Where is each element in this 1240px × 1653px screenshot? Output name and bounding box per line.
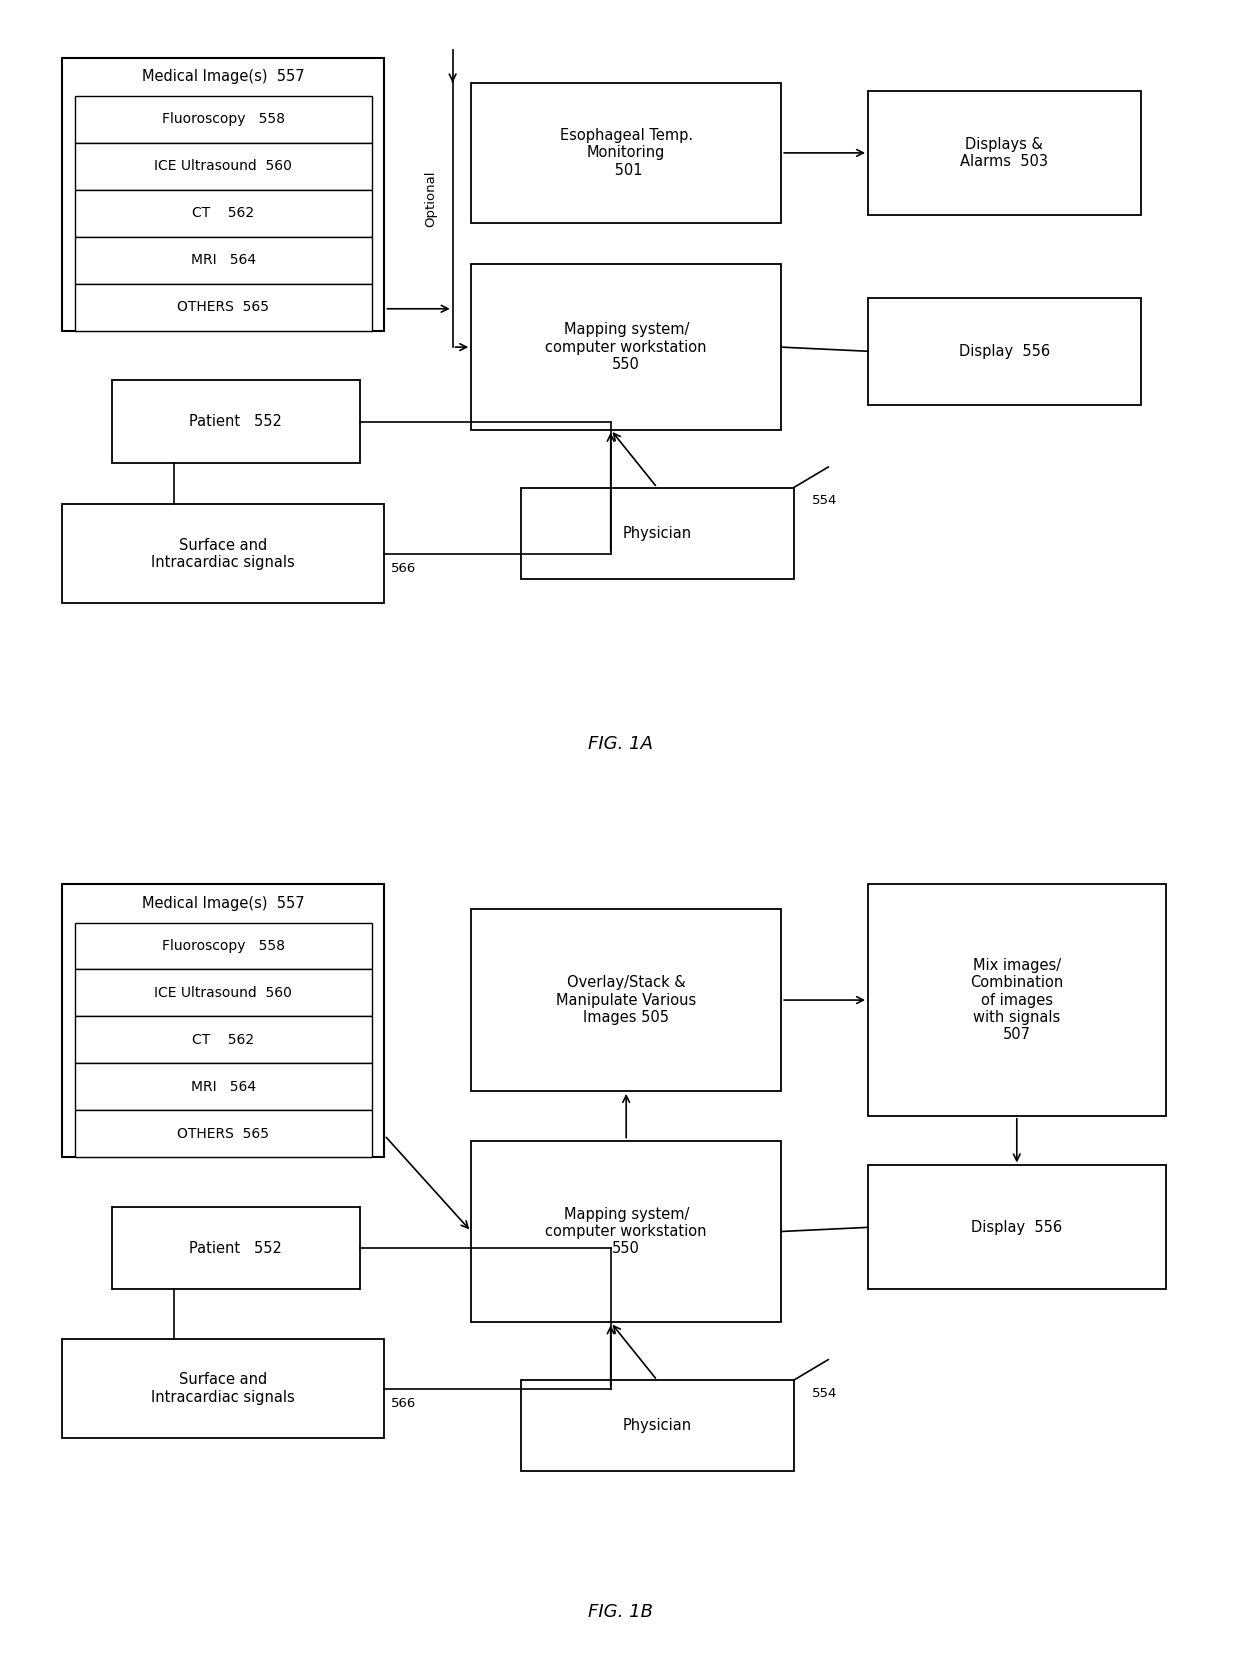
Bar bbox=[62, 504, 384, 603]
Bar bbox=[868, 884, 1166, 1116]
Bar bbox=[74, 1017, 372, 1063]
Text: CT    562: CT 562 bbox=[192, 1033, 254, 1046]
Text: Mix images/
Combination
of images
with signals
507: Mix images/ Combination of images with s… bbox=[970, 957, 1064, 1043]
Bar bbox=[62, 884, 384, 1157]
Bar bbox=[112, 1207, 360, 1289]
Text: Optional: Optional bbox=[424, 170, 436, 226]
Bar bbox=[471, 264, 781, 430]
Text: FIG. 1A: FIG. 1A bbox=[588, 736, 652, 752]
Bar bbox=[868, 298, 1141, 405]
Text: Physician: Physician bbox=[622, 1418, 692, 1433]
Bar bbox=[471, 909, 781, 1091]
Bar bbox=[74, 190, 372, 236]
Text: Medical Image(s)  557: Medical Image(s) 557 bbox=[141, 69, 305, 84]
Text: ICE Ultrasound  560: ICE Ultrasound 560 bbox=[154, 159, 293, 174]
Text: Medical Image(s)  557: Medical Image(s) 557 bbox=[141, 896, 305, 911]
Text: MRI   564: MRI 564 bbox=[191, 253, 255, 268]
Text: Esophageal Temp.
Monitoring
 501: Esophageal Temp. Monitoring 501 bbox=[559, 127, 693, 179]
Text: Surface and
Intracardiac signals: Surface and Intracardiac signals bbox=[151, 537, 295, 570]
Text: 554: 554 bbox=[812, 1387, 837, 1400]
Text: Surface and
Intracardiac signals: Surface and Intracardiac signals bbox=[151, 1372, 295, 1405]
Text: 566: 566 bbox=[391, 1397, 415, 1410]
Text: 566: 566 bbox=[391, 562, 415, 575]
Bar bbox=[62, 1339, 384, 1438]
Text: MRI   564: MRI 564 bbox=[191, 1079, 255, 1094]
Text: Patient   552: Patient 552 bbox=[190, 413, 281, 430]
Bar bbox=[74, 96, 372, 142]
Bar bbox=[74, 236, 372, 284]
Text: CT    562: CT 562 bbox=[192, 207, 254, 220]
Bar bbox=[471, 1141, 781, 1322]
Text: OTHERS  565: OTHERS 565 bbox=[177, 1127, 269, 1141]
Bar bbox=[868, 91, 1141, 215]
Bar bbox=[521, 1380, 794, 1471]
Text: Overlay/Stack &
Manipulate Various
Images 505: Overlay/Stack & Manipulate Various Image… bbox=[556, 975, 697, 1025]
Bar bbox=[521, 488, 794, 579]
Text: OTHERS  565: OTHERS 565 bbox=[177, 301, 269, 314]
Bar bbox=[74, 969, 372, 1017]
Text: Fluoroscopy   558: Fluoroscopy 558 bbox=[161, 939, 285, 954]
Bar bbox=[74, 1111, 372, 1157]
Bar bbox=[62, 58, 384, 331]
Bar bbox=[74, 922, 372, 969]
Text: Mapping system/
computer workstation
550: Mapping system/ computer workstation 550 bbox=[546, 1207, 707, 1256]
Bar bbox=[74, 284, 372, 331]
Bar bbox=[74, 1063, 372, 1111]
Bar bbox=[868, 1165, 1166, 1289]
Text: FIG. 1B: FIG. 1B bbox=[588, 1603, 652, 1620]
Bar bbox=[112, 380, 360, 463]
Text: Displays &
Alarms  503: Displays & Alarms 503 bbox=[961, 137, 1048, 169]
Text: Display  556: Display 556 bbox=[971, 1220, 1063, 1235]
Text: Display  556: Display 556 bbox=[959, 344, 1050, 359]
Bar bbox=[74, 142, 372, 190]
Bar bbox=[471, 83, 781, 223]
Text: Patient   552: Patient 552 bbox=[190, 1240, 281, 1256]
Text: Mapping system/
computer workstation
550: Mapping system/ computer workstation 550 bbox=[546, 322, 707, 372]
Text: Fluoroscopy   558: Fluoroscopy 558 bbox=[161, 112, 285, 127]
Text: 554: 554 bbox=[812, 494, 837, 507]
Text: ICE Ultrasound  560: ICE Ultrasound 560 bbox=[154, 985, 293, 1000]
Text: Physician: Physician bbox=[622, 526, 692, 541]
